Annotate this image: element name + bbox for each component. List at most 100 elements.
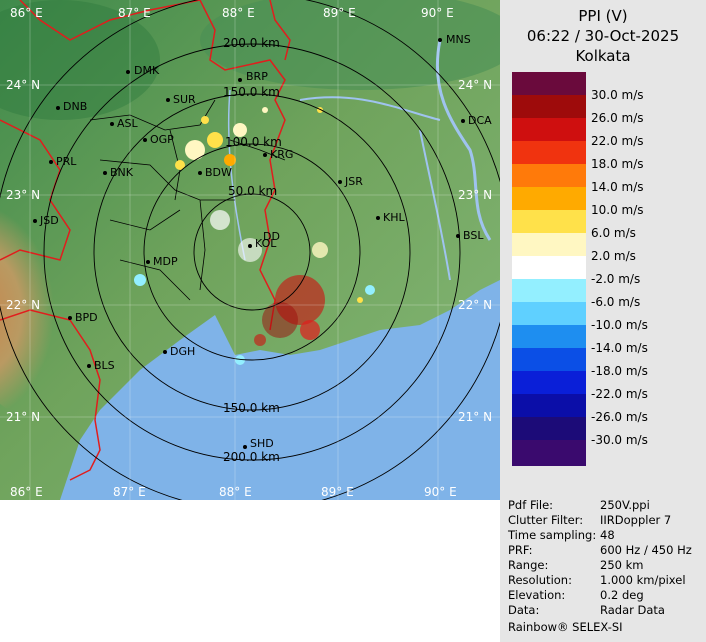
svg-text:BRP: BRP — [246, 70, 268, 83]
scale-label: 10.0 m/s — [591, 203, 644, 217]
info-value: Radar Data — [600, 603, 665, 617]
scale-swatch — [512, 118, 586, 141]
info-key: Time sampling: — [508, 528, 597, 542]
scale-label: -18.0 m/s — [591, 364, 648, 378]
svg-text:23° N: 23° N — [6, 188, 40, 202]
svg-text:100.0 km: 100.0 km — [225, 135, 282, 149]
scale-label: 22.0 m/s — [591, 134, 644, 148]
scale-label: -10.0 m/s — [591, 318, 648, 332]
info-value: IIRDoppler 7 — [600, 513, 672, 527]
svg-text:ASL: ASL — [117, 117, 139, 130]
svg-text:89° E: 89° E — [321, 485, 354, 499]
svg-text:86° E: 86° E — [10, 485, 43, 499]
scale-swatch — [512, 95, 586, 118]
info-key: Resolution: — [508, 573, 572, 587]
svg-text:KHL: KHL — [383, 211, 405, 224]
info-key: PRF: — [508, 543, 533, 557]
lon-labels-bottom: 86° E 87° E 88° E 89° E 90° E — [10, 485, 457, 499]
scale-label: -30.0 m/s — [591, 433, 648, 447]
scale-label: 18.0 m/s — [591, 157, 644, 171]
svg-text:150.0 km: 150.0 km — [223, 85, 280, 99]
svg-text:SHD: SHD — [250, 437, 274, 450]
svg-text:BPD: BPD — [75, 311, 98, 324]
svg-text:22° N: 22° N — [458, 298, 492, 312]
brand-label: Rainbow® SELEX-SI — [508, 620, 623, 634]
info-value: 600 Hz / 450 Hz — [600, 543, 692, 557]
graticule — [0, 0, 500, 500]
scale-swatch — [512, 417, 586, 440]
range-rings — [0, 0, 500, 500]
border-line — [0, 0, 291, 481]
city-markers: MNS DMK BRP DNB SUR DCA ASL OGP PRL KRG … — [33, 33, 492, 450]
scale-swatch — [512, 187, 586, 210]
svg-text:150.0 km: 150.0 km — [223, 401, 280, 415]
svg-text:DCA: DCA — [468, 114, 492, 127]
scale-swatch — [512, 164, 586, 187]
hill-terrain — [0, 180, 135, 420]
scale-label: 14.0 m/s — [591, 180, 644, 194]
info-key: Range: — [508, 558, 549, 572]
svg-text:BNK: BNK — [110, 166, 134, 179]
svg-text:JSR: JSR — [344, 175, 363, 188]
svg-text:BSL: BSL — [463, 229, 484, 242]
svg-text:DMK: DMK — [134, 64, 160, 77]
station-name: Kolkata — [575, 47, 631, 65]
svg-text:BLS: BLS — [94, 359, 115, 372]
info-value: 48 — [600, 528, 615, 542]
scale-swatch — [512, 72, 586, 95]
scale-label: -26.0 m/s — [591, 410, 648, 424]
svg-text:DNB: DNB — [63, 100, 87, 113]
svg-text:PRL: PRL — [56, 155, 77, 168]
scale-swatch — [512, 302, 586, 325]
scale-label: 30.0 m/s — [591, 88, 644, 102]
svg-text:50.0 km: 50.0 km — [228, 184, 277, 198]
scale-swatch — [512, 233, 586, 256]
svg-text:DD: DD — [263, 230, 280, 243]
scale-label: -2.0 m/s — [591, 272, 641, 286]
svg-text:MDP: MDP — [153, 255, 178, 268]
scale-swatch — [512, 440, 586, 466]
info-key: Data: — [508, 603, 540, 617]
info-value: 250 km — [600, 558, 644, 572]
radar-map: 86° E 87° E 88° E 89° E 90° E 86° E 87° … — [0, 0, 500, 500]
scale-label: -22.0 m/s — [591, 387, 648, 401]
svg-text:24° N: 24° N — [458, 78, 492, 92]
svg-text:89° E: 89° E — [323, 6, 356, 20]
info-value: 1.000 km/pixel — [600, 573, 686, 587]
svg-text:23° N: 23° N — [458, 188, 492, 202]
svg-text:BDW: BDW — [205, 166, 232, 179]
scale-swatch — [512, 210, 586, 233]
svg-text:90° E: 90° E — [424, 485, 457, 499]
info-key: Elevation: — [508, 588, 566, 602]
svg-text:SUR: SUR — [173, 93, 196, 106]
timestamp: 06:22 / 30-Oct-2025 — [526, 27, 680, 45]
info-value: 0.2 deg — [600, 588, 644, 602]
radar-echoes — [134, 107, 375, 365]
svg-text:21° N: 21° N — [458, 410, 492, 424]
svg-text:22° N: 22° N — [6, 298, 40, 312]
scale-label: -6.0 m/s — [591, 295, 641, 309]
info-value: 250V.ppi — [600, 498, 650, 512]
svg-text:87° E: 87° E — [113, 485, 146, 499]
lat-labels: 24° N 24° N 23° N 23° N 22° N 22° N 21° … — [6, 78, 492, 424]
scale-swatch — [512, 256, 586, 279]
svg-text:KRG: KRG — [270, 148, 293, 161]
ring-labels: 200.0 km 150.0 km 100.0 km 50.0 km 150.0… — [223, 36, 282, 464]
scale-label: 6.0 m/s — [591, 226, 636, 240]
sea-area — [60, 280, 500, 500]
scale-swatch — [512, 394, 586, 417]
svg-text:88° E: 88° E — [222, 6, 255, 20]
scale-swatch — [512, 371, 586, 394]
product-title: PPI (V) — [578, 7, 628, 25]
scale-label: 26.0 m/s — [591, 111, 644, 125]
svg-text:87° E: 87° E — [118, 6, 151, 20]
svg-text:MNS: MNS — [446, 33, 471, 46]
info-key: Pdf File: — [508, 498, 554, 512]
svg-text:200.0 km: 200.0 km — [223, 36, 280, 50]
svg-text:OGP: OGP — [150, 133, 174, 146]
info-key: Clutter Filter: — [508, 513, 584, 527]
svg-text:88° E: 88° E — [219, 485, 252, 499]
legend-panel: PPI (V) 06:22 / 30-Oct-2025 Kolkata 30.0… — [500, 0, 706, 642]
scale-swatch — [512, 348, 586, 371]
svg-text:DGH: DGH — [170, 345, 195, 358]
